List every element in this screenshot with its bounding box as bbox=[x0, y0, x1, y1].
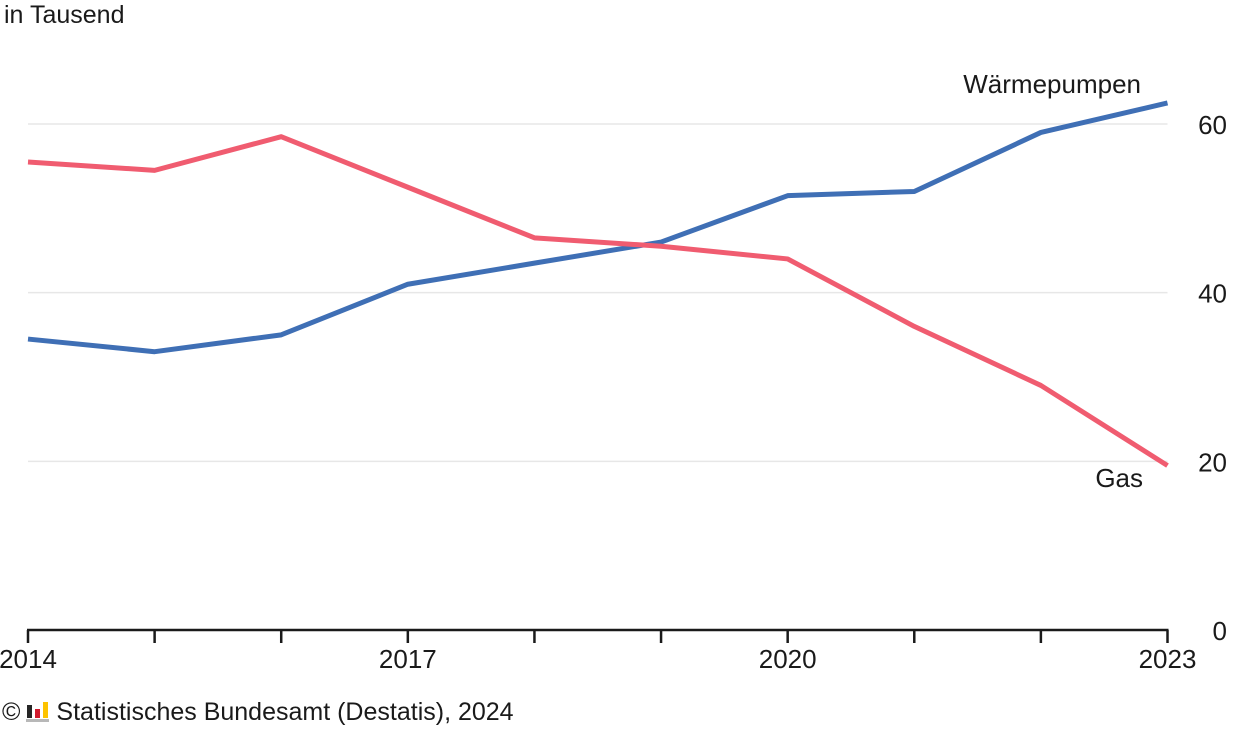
x-tick-label: 2020 bbox=[759, 644, 817, 674]
logo-baseline bbox=[26, 719, 50, 722]
y-tick-label: 40 bbox=[1198, 279, 1227, 309]
y-tick-label: 20 bbox=[1198, 447, 1227, 477]
x-tick-label: 2014 bbox=[0, 644, 57, 674]
logo-bar-red bbox=[35, 709, 41, 718]
x-tick-label: 2023 bbox=[1139, 644, 1197, 674]
series-label-gas: Gas bbox=[1095, 463, 1143, 493]
copyright-symbol: © bbox=[2, 697, 21, 726]
logo-bar-gold bbox=[43, 702, 49, 718]
source-footer: © Statistisches Bundesamt (Destatis), 20… bbox=[2, 697, 514, 727]
chart-title: in Tausend bbox=[4, 1, 125, 29]
logo-bar-black bbox=[27, 705, 33, 718]
y-tick-label: 0 bbox=[1213, 616, 1227, 646]
series-label-waermepumpen: Wärmepumpen bbox=[963, 69, 1141, 99]
destatis-logo-icon bbox=[26, 702, 50, 722]
series-line-1 bbox=[27, 134, 1169, 468]
y-tick-label: 60 bbox=[1198, 110, 1227, 140]
series-line-0 bbox=[27, 100, 1169, 355]
source-text: Statistisches Bundesamt (Destatis), 2024 bbox=[56, 697, 514, 726]
x-tick-label: 2017 bbox=[379, 644, 437, 674]
